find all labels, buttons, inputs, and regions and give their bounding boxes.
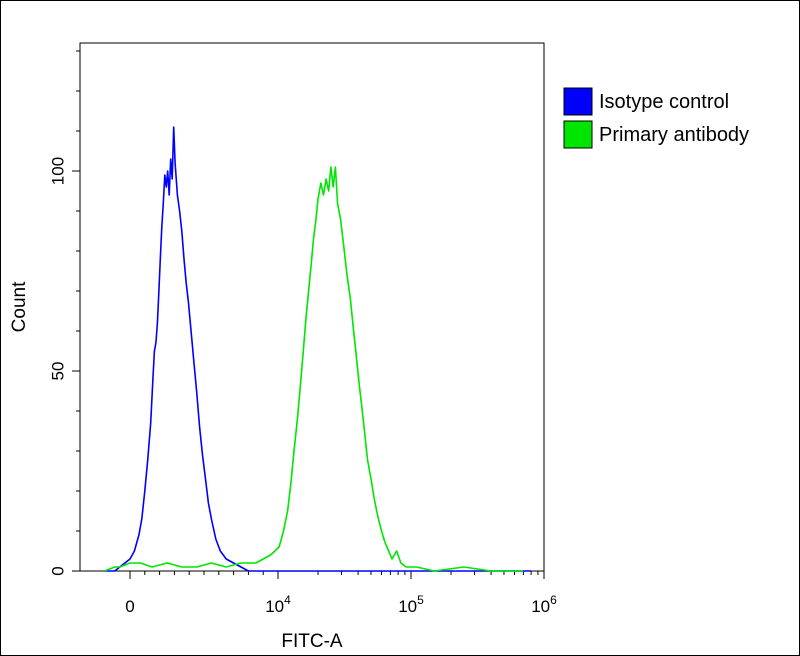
y-tick-label: 100	[49, 157, 68, 185]
x-axis: 0 104 105 106	[125, 571, 557, 616]
legend-swatch	[563, 87, 593, 116]
series-line-primary-antibody	[104, 166, 524, 572]
legend-swatch	[563, 120, 593, 149]
x-tick-label: 105	[398, 593, 424, 616]
series-line-isotype-control	[104, 126, 532, 572]
x-tick-label: 104	[265, 593, 291, 616]
legend-label: Primary antibody	[599, 124, 749, 146]
series-layer	[104, 126, 532, 572]
x-tick-label: 106	[531, 593, 557, 616]
y-tick-label: 50	[49, 362, 68, 381]
y-tick-label: 0	[49, 566, 68, 575]
y-axis-label: Count	[9, 281, 30, 332]
legend-label: Isotype control	[599, 91, 729, 113]
legend: Isotype control Primary antibody	[563, 87, 749, 149]
y-axis: 0 50 100	[49, 50, 80, 576]
plot-area	[79, 42, 545, 572]
x-axis-label: FITC-A	[281, 631, 343, 652]
x-tick-label: 0	[125, 597, 134, 616]
